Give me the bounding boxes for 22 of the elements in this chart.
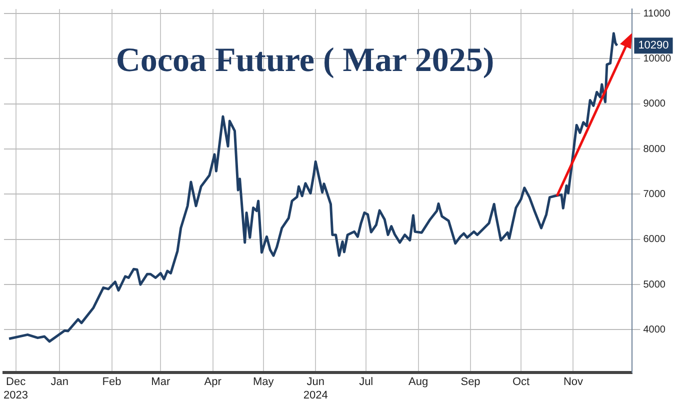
x-tick-label: Jun 2024	[303, 376, 328, 402]
x-tick-label: Jul	[359, 376, 374, 388]
x-tick-label: Mar	[151, 376, 170, 388]
x-tick-label: Nov	[563, 376, 584, 388]
y-tick-label: 10000	[643, 53, 672, 64]
x-tick-label: Feb	[102, 376, 122, 388]
x-tick-label: May	[252, 376, 274, 388]
x-tick-label: Sep	[460, 376, 480, 388]
annotation: 10290	[638, 40, 669, 52]
y-tick-label: 9000	[643, 98, 666, 110]
x-tick-label: Aug	[408, 376, 428, 388]
y-tick-label: 8000	[643, 144, 666, 155]
x-tick-label: Apr	[204, 376, 222, 388]
y-tick-label: 7000	[643, 188, 666, 200]
y-tick-label: 4000	[643, 324, 666, 336]
text: Cocoa Future ( Mar 2025)	[116, 42, 494, 79]
x-tick-label: Oct	[512, 376, 530, 388]
y-tick-label: 11000	[643, 8, 671, 20]
y-tick-label: 6000	[643, 234, 666, 246]
x-tick-label: Dec 2023	[4, 376, 28, 402]
y-tick-label: 5000	[643, 279, 666, 290]
x-tick-label: Jan	[50, 376, 68, 388]
